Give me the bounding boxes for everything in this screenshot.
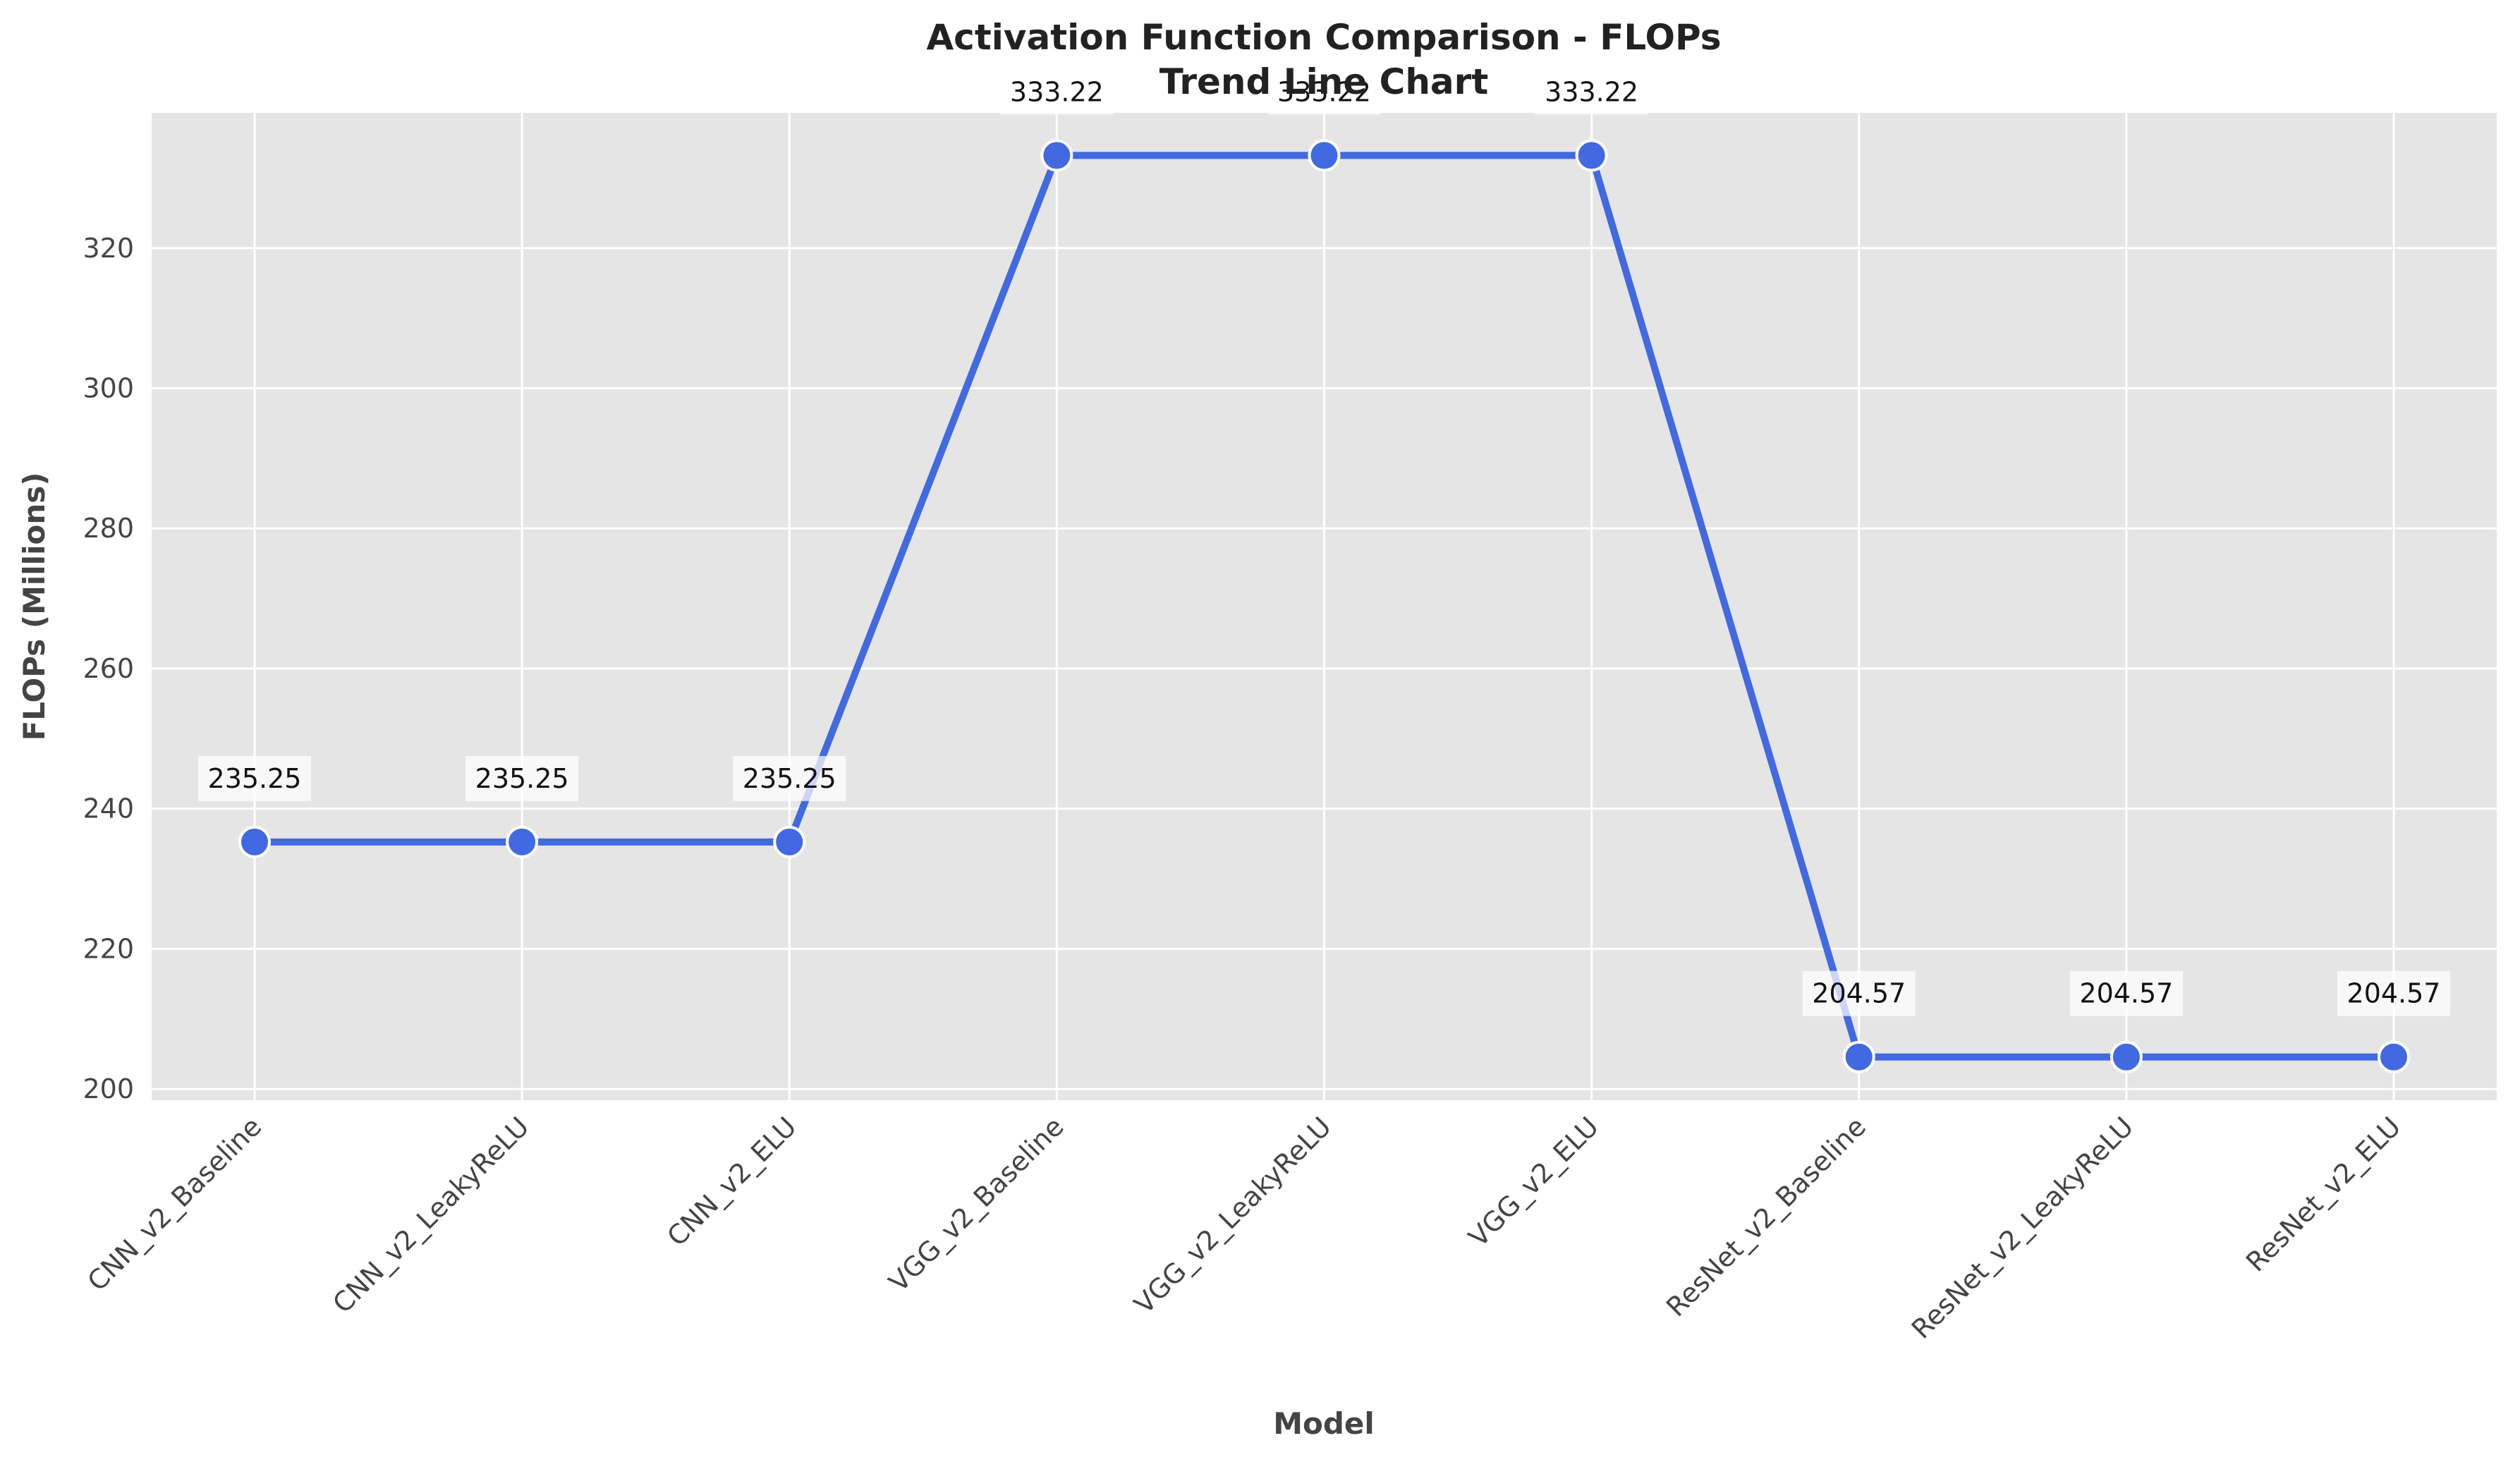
y-tick-label: 300	[83, 372, 134, 403]
x-tick-label: CNN_v2_Baseline	[81, 1111, 267, 1297]
data-point	[2110, 1040, 2143, 1073]
data-label-box	[2069, 970, 2183, 1016]
x-tick-label: VGG_v2_ELU	[1463, 1111, 1605, 1253]
data-point	[1308, 139, 1341, 172]
series-line	[238, 139, 2410, 1073]
y-tick-label: 240	[83, 793, 134, 824]
data-label-box	[2337, 970, 2450, 1016]
grid	[152, 113, 2497, 1100]
data-label: 235.25	[475, 763, 569, 794]
data-label: 204.57	[1812, 978, 1906, 1009]
data-point	[1040, 139, 1073, 172]
y-tick-label: 260	[83, 653, 134, 684]
data-point	[238, 825, 271, 858]
data-label: 333.22	[1010, 76, 1104, 107]
data-label-box	[1267, 69, 1381, 115]
y-axis-label: FLOPs (Millions)	[17, 473, 51, 741]
x-tick-label: VGG_v2_LeakyReLU	[1128, 1111, 1337, 1320]
x-axis-label: Model	[1273, 1406, 1375, 1441]
data-label: 333.22	[1277, 76, 1371, 107]
x-tick-label: ResNet_v2_LeakyReLU	[1906, 1111, 2139, 1344]
data-labels: 235.25 235.25 235.25 333.22 333.22 333.22 204.…	[198, 69, 2450, 1016]
data-label-box	[1802, 970, 1916, 1016]
x-tick-label: CNN_v2_ELU	[661, 1111, 802, 1252]
data-point	[1842, 1040, 1875, 1073]
data-label: 235.25	[743, 763, 836, 794]
y-tick-label: 280	[83, 513, 134, 544]
x-tick-labels: CNN_v2_Baseline CNN_v2_LeakyReLU CNN_v2_EL…	[81, 1111, 2406, 1344]
data-label: 204.57	[2347, 978, 2441, 1009]
data-label-box	[1000, 69, 1114, 115]
y-tick-label: 220	[83, 933, 134, 964]
data-label-box	[733, 755, 846, 801]
chart-subtitle: Trend Line Chart	[1159, 61, 1488, 102]
data-label-box	[1535, 69, 1648, 115]
x-tick-label: CNN_v2_LeakyReLU	[327, 1111, 535, 1319]
data-label: 235.25	[208, 763, 302, 794]
data-label-box	[465, 755, 579, 801]
data-label: 333.22	[1545, 76, 1638, 107]
data-point	[506, 825, 539, 858]
data-point	[1575, 139, 1608, 172]
y-tick-label: 200	[83, 1073, 134, 1104]
x-tick-label: ResNet_v2_ELU	[2240, 1111, 2406, 1277]
x-tick-label: ResNet_v2_Baseline	[1660, 1111, 1872, 1322]
chart-title: Activation Function Comparison - FLOPs	[926, 17, 1721, 58]
data-point	[773, 825, 806, 858]
y-tick-label: 320	[83, 233, 134, 264]
y-tick-labels: 200 220 240 260 280 300 320	[83, 233, 134, 1104]
data-label-box	[198, 755, 311, 801]
data-point	[2378, 1040, 2410, 1073]
data-label: 204.57	[2079, 978, 2173, 1009]
x-tick-label: VGG_v2_Baseline	[883, 1111, 1070, 1298]
